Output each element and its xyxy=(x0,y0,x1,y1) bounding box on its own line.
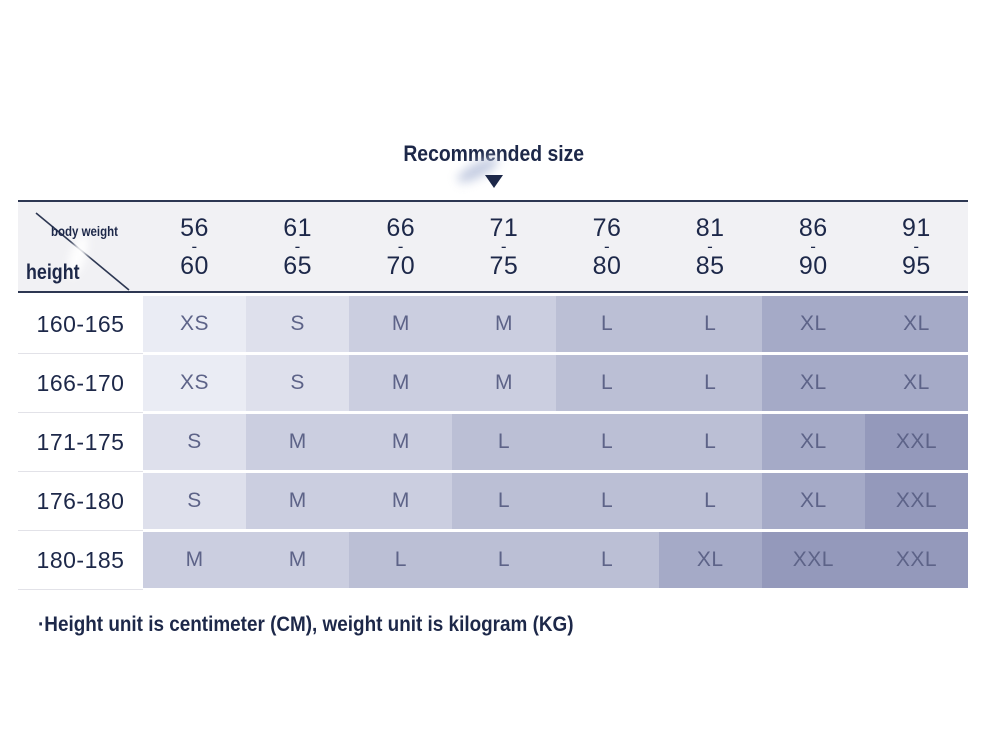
corner-label-body-weight: body weight xyxy=(51,223,118,239)
size-cell: M xyxy=(246,473,350,529)
row-header: 166-170 xyxy=(18,355,143,411)
weight-from: 61 xyxy=(283,213,313,242)
row-header: 160-165 xyxy=(18,296,143,352)
size-cell: M xyxy=(349,355,453,411)
size-cell: M xyxy=(349,473,453,529)
chevron-down-icon xyxy=(485,175,503,188)
size-cell: S xyxy=(246,296,350,352)
weight-to: 80 xyxy=(592,251,622,280)
size-cell: M xyxy=(143,532,247,588)
weight-header-71-75: 71 - 75 xyxy=(452,202,555,291)
weight-header-86-90: 86 - 90 xyxy=(762,202,865,291)
size-cell: XXL xyxy=(864,532,968,588)
size-cell: L xyxy=(658,473,762,529)
size-cell: XXL xyxy=(761,532,865,588)
weight-to: 90 xyxy=(798,251,828,280)
weight-from: 56 xyxy=(180,213,209,242)
table-row-180-185: 180-185 M M L L L XL XXL XXL xyxy=(18,532,968,590)
size-cell: XL xyxy=(658,532,762,588)
size-cell: XL xyxy=(761,473,865,529)
size-cell: M xyxy=(246,414,350,470)
table-header-row: body weight height 56 - 60 61 - 65 66 - … xyxy=(18,202,968,293)
table-row-176-180: 176-180 S M M L L L XL XXL xyxy=(18,473,968,531)
size-cell: M xyxy=(246,532,350,588)
range-dash: - xyxy=(294,236,301,256)
size-cell: XS xyxy=(143,355,247,411)
weight-to: 65 xyxy=(283,251,313,280)
size-cell: XS xyxy=(143,296,247,352)
weight-from: 71 xyxy=(489,213,519,242)
range-dash: - xyxy=(397,236,404,256)
range-dash: - xyxy=(191,236,198,256)
weight-header-91-95: 91 - 95 xyxy=(865,202,968,291)
size-cell: XL xyxy=(864,355,968,411)
size-cell: S xyxy=(246,355,350,411)
weight-header-76-80: 76 - 80 xyxy=(556,202,659,291)
size-cell: XL xyxy=(761,296,865,352)
weight-from: 76 xyxy=(592,213,622,242)
weight-to: 95 xyxy=(902,251,931,280)
size-cell: L xyxy=(452,414,556,470)
range-dash: - xyxy=(913,236,920,256)
corner-label-height: height xyxy=(26,261,80,284)
range-dash: - xyxy=(603,236,611,256)
size-cell: L xyxy=(658,355,762,411)
table-row-166-170: 166-170 XS S M M L L XL XL xyxy=(18,355,968,413)
size-cell: XXL xyxy=(864,414,968,470)
size-cell: L xyxy=(555,532,659,588)
weight-from: 66 xyxy=(386,213,416,242)
row-header: 176-180 xyxy=(18,473,143,529)
table-body: 160-165 XS S M M L L XL XL 166-170 XS S … xyxy=(18,293,968,590)
size-cell: M xyxy=(452,355,556,411)
weight-from: 86 xyxy=(798,213,828,242)
size-cell: XL xyxy=(761,414,865,470)
size-cell: XXL xyxy=(864,473,968,529)
table-row-171-175: 171-175 S M M L L L XL XXL xyxy=(18,414,968,472)
units-footnote: ·Height unit is centimeter (CM), weight … xyxy=(38,613,574,636)
size-cell: S xyxy=(143,414,247,470)
size-cell: S xyxy=(143,473,247,529)
row-header: 171-175 xyxy=(18,414,143,470)
weight-header-56-60: 56 - 60 xyxy=(143,202,246,291)
size-cell: L xyxy=(555,414,659,470)
size-table: body weight height 56 - 60 61 - 65 66 - … xyxy=(18,200,968,590)
size-cell: L xyxy=(349,532,453,588)
row-header: 180-185 xyxy=(18,532,143,588)
size-cell: XL xyxy=(864,296,968,352)
size-cell: L xyxy=(555,355,659,411)
weight-to: 85 xyxy=(695,251,725,280)
weight-header-61-65: 61 - 65 xyxy=(246,202,349,291)
weight-header-81-85: 81 - 85 xyxy=(659,202,762,291)
size-cell: L xyxy=(658,414,762,470)
weight-to: 60 xyxy=(180,251,209,280)
range-dash: - xyxy=(707,236,714,256)
corner-header-cell: body weight height xyxy=(18,202,143,291)
size-cell: M xyxy=(349,414,453,470)
size-cell: XL xyxy=(761,355,865,411)
weight-header-66-70: 66 - 70 xyxy=(349,202,452,291)
weight-to: 75 xyxy=(489,251,519,280)
weight-to: 70 xyxy=(386,251,416,280)
size-cell: L xyxy=(658,296,762,352)
size-cell: L xyxy=(452,532,556,588)
range-dash: - xyxy=(500,236,508,256)
size-cell: M xyxy=(349,296,453,352)
size-cell: L xyxy=(555,296,659,352)
weight-from: 91 xyxy=(902,213,931,242)
size-cell: L xyxy=(452,473,556,529)
range-dash: - xyxy=(810,236,817,256)
size-cell: L xyxy=(555,473,659,529)
size-cell: M xyxy=(452,296,556,352)
table-row-160-165: 160-165 XS S M M L L XL XL xyxy=(18,296,968,354)
weight-from: 81 xyxy=(695,213,725,242)
